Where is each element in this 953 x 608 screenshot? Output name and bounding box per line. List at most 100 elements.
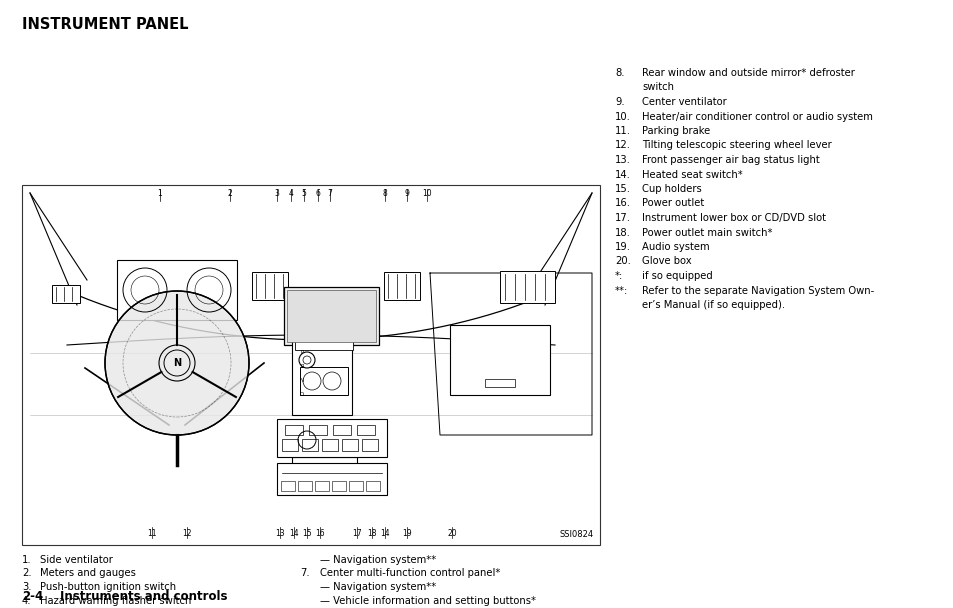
Text: 16: 16 — [314, 529, 324, 538]
Text: — Navigation system**: — Navigation system** — [319, 555, 436, 565]
Text: Power outlet main switch*: Power outlet main switch* — [641, 227, 772, 238]
Text: 10: 10 — [422, 189, 432, 198]
Text: 12: 12 — [182, 529, 192, 538]
Bar — [450, 325, 550, 395]
Text: 4: 4 — [288, 189, 294, 198]
Bar — [356, 425, 375, 435]
Text: 20.: 20. — [615, 257, 630, 266]
Text: 12.: 12. — [615, 140, 630, 151]
Text: 9.: 9. — [615, 97, 624, 107]
Bar — [332, 481, 346, 491]
Text: SSI0824: SSI0824 — [559, 530, 594, 539]
Text: 17.: 17. — [615, 213, 630, 223]
Text: 11.: 11. — [615, 126, 630, 136]
Text: Center multi-function control panel*: Center multi-function control panel* — [319, 568, 500, 578]
Text: INSTRUMENT PANEL: INSTRUMENT PANEL — [22, 17, 189, 32]
Bar — [52, 285, 80, 303]
Circle shape — [298, 352, 314, 368]
Bar — [384, 272, 419, 300]
Text: 7.: 7. — [299, 568, 310, 578]
Bar — [285, 425, 303, 435]
Text: Side ventilator: Side ventilator — [40, 555, 112, 565]
Bar — [322, 439, 337, 451]
Text: Instruments and controls: Instruments and controls — [60, 590, 227, 603]
Text: Hazard warning flasher switch: Hazard warning flasher switch — [40, 595, 192, 606]
Bar — [292, 340, 352, 415]
Text: 2-4: 2-4 — [22, 590, 43, 603]
Text: — Vehicle information and setting buttons*: — Vehicle information and setting button… — [319, 595, 536, 606]
Text: 7: 7 — [327, 189, 332, 198]
Bar — [294, 307, 353, 325]
Text: Rear window and outside mirror* defroster: Rear window and outside mirror* defroste… — [641, 68, 854, 78]
Bar — [299, 367, 348, 395]
Bar — [252, 272, 288, 300]
Text: 2.: 2. — [22, 568, 31, 578]
Text: 19.: 19. — [615, 242, 630, 252]
Bar — [22, 185, 599, 545]
Bar — [484, 379, 515, 387]
Bar — [282, 439, 297, 451]
Text: D: D — [299, 392, 304, 396]
Text: 8: 8 — [382, 189, 387, 198]
Text: 13: 13 — [274, 529, 285, 538]
Bar — [309, 425, 327, 435]
Text: 13.: 13. — [615, 155, 630, 165]
Bar — [281, 481, 294, 491]
Text: R: R — [300, 364, 304, 368]
Text: Tilting telescopic steering wheel lever: Tilting telescopic steering wheel lever — [641, 140, 831, 151]
Text: 14.: 14. — [615, 170, 630, 179]
Text: Cup holders: Cup holders — [641, 184, 701, 194]
Text: 11: 11 — [147, 529, 156, 538]
Text: Power outlet: Power outlet — [641, 198, 703, 209]
Text: if so equipped: if so equipped — [641, 271, 712, 281]
Text: Heater/air conditioner control or audio system: Heater/air conditioner control or audio … — [641, 111, 872, 122]
Bar — [314, 481, 329, 491]
Bar — [117, 260, 236, 320]
Bar — [361, 439, 377, 451]
Bar — [333, 425, 351, 435]
Bar — [297, 481, 312, 491]
Text: er’s Manual (if so equipped).: er’s Manual (if so equipped). — [641, 300, 784, 310]
Bar — [276, 463, 387, 495]
Bar — [294, 332, 353, 350]
Text: Audio system: Audio system — [641, 242, 709, 252]
Text: Instrument lower box or CD/DVD slot: Instrument lower box or CD/DVD slot — [641, 213, 825, 223]
Text: 9: 9 — [404, 189, 409, 198]
Text: 1: 1 — [157, 189, 162, 198]
Text: 14: 14 — [289, 529, 298, 538]
Text: 18: 18 — [367, 529, 376, 538]
Text: 6: 6 — [315, 189, 320, 198]
Text: 15: 15 — [302, 529, 312, 538]
Text: Heated seat switch*: Heated seat switch* — [641, 170, 742, 179]
Bar — [276, 419, 387, 457]
Bar — [349, 481, 363, 491]
Text: Refer to the separate Navigation System Own-: Refer to the separate Navigation System … — [641, 286, 873, 295]
Text: N: N — [172, 358, 181, 368]
Bar — [302, 439, 317, 451]
Bar — [284, 287, 378, 345]
Text: 10.: 10. — [615, 111, 630, 122]
Text: N: N — [299, 378, 304, 382]
Text: Meters and gauges: Meters and gauges — [40, 568, 135, 578]
Text: 5: 5 — [301, 189, 306, 198]
Bar — [499, 271, 555, 303]
Text: switch: switch — [641, 83, 673, 92]
Text: 3: 3 — [274, 189, 279, 198]
Text: 17: 17 — [352, 529, 361, 538]
Text: P: P — [300, 350, 303, 354]
Text: 14: 14 — [380, 529, 390, 538]
Text: 2: 2 — [228, 189, 233, 198]
Text: 1.: 1. — [22, 555, 31, 565]
Bar — [366, 481, 379, 491]
Text: Front passenger air bag status light: Front passenger air bag status light — [641, 155, 819, 165]
Text: 19: 19 — [402, 529, 412, 538]
Bar — [292, 457, 356, 477]
Text: 18.: 18. — [615, 227, 630, 238]
Circle shape — [105, 291, 249, 435]
Text: 3.: 3. — [22, 582, 31, 592]
Text: 4.: 4. — [22, 595, 31, 606]
Bar — [341, 439, 357, 451]
Text: 20: 20 — [447, 529, 456, 538]
Text: — Navigation system**: — Navigation system** — [319, 582, 436, 592]
Text: 15.: 15. — [615, 184, 630, 194]
